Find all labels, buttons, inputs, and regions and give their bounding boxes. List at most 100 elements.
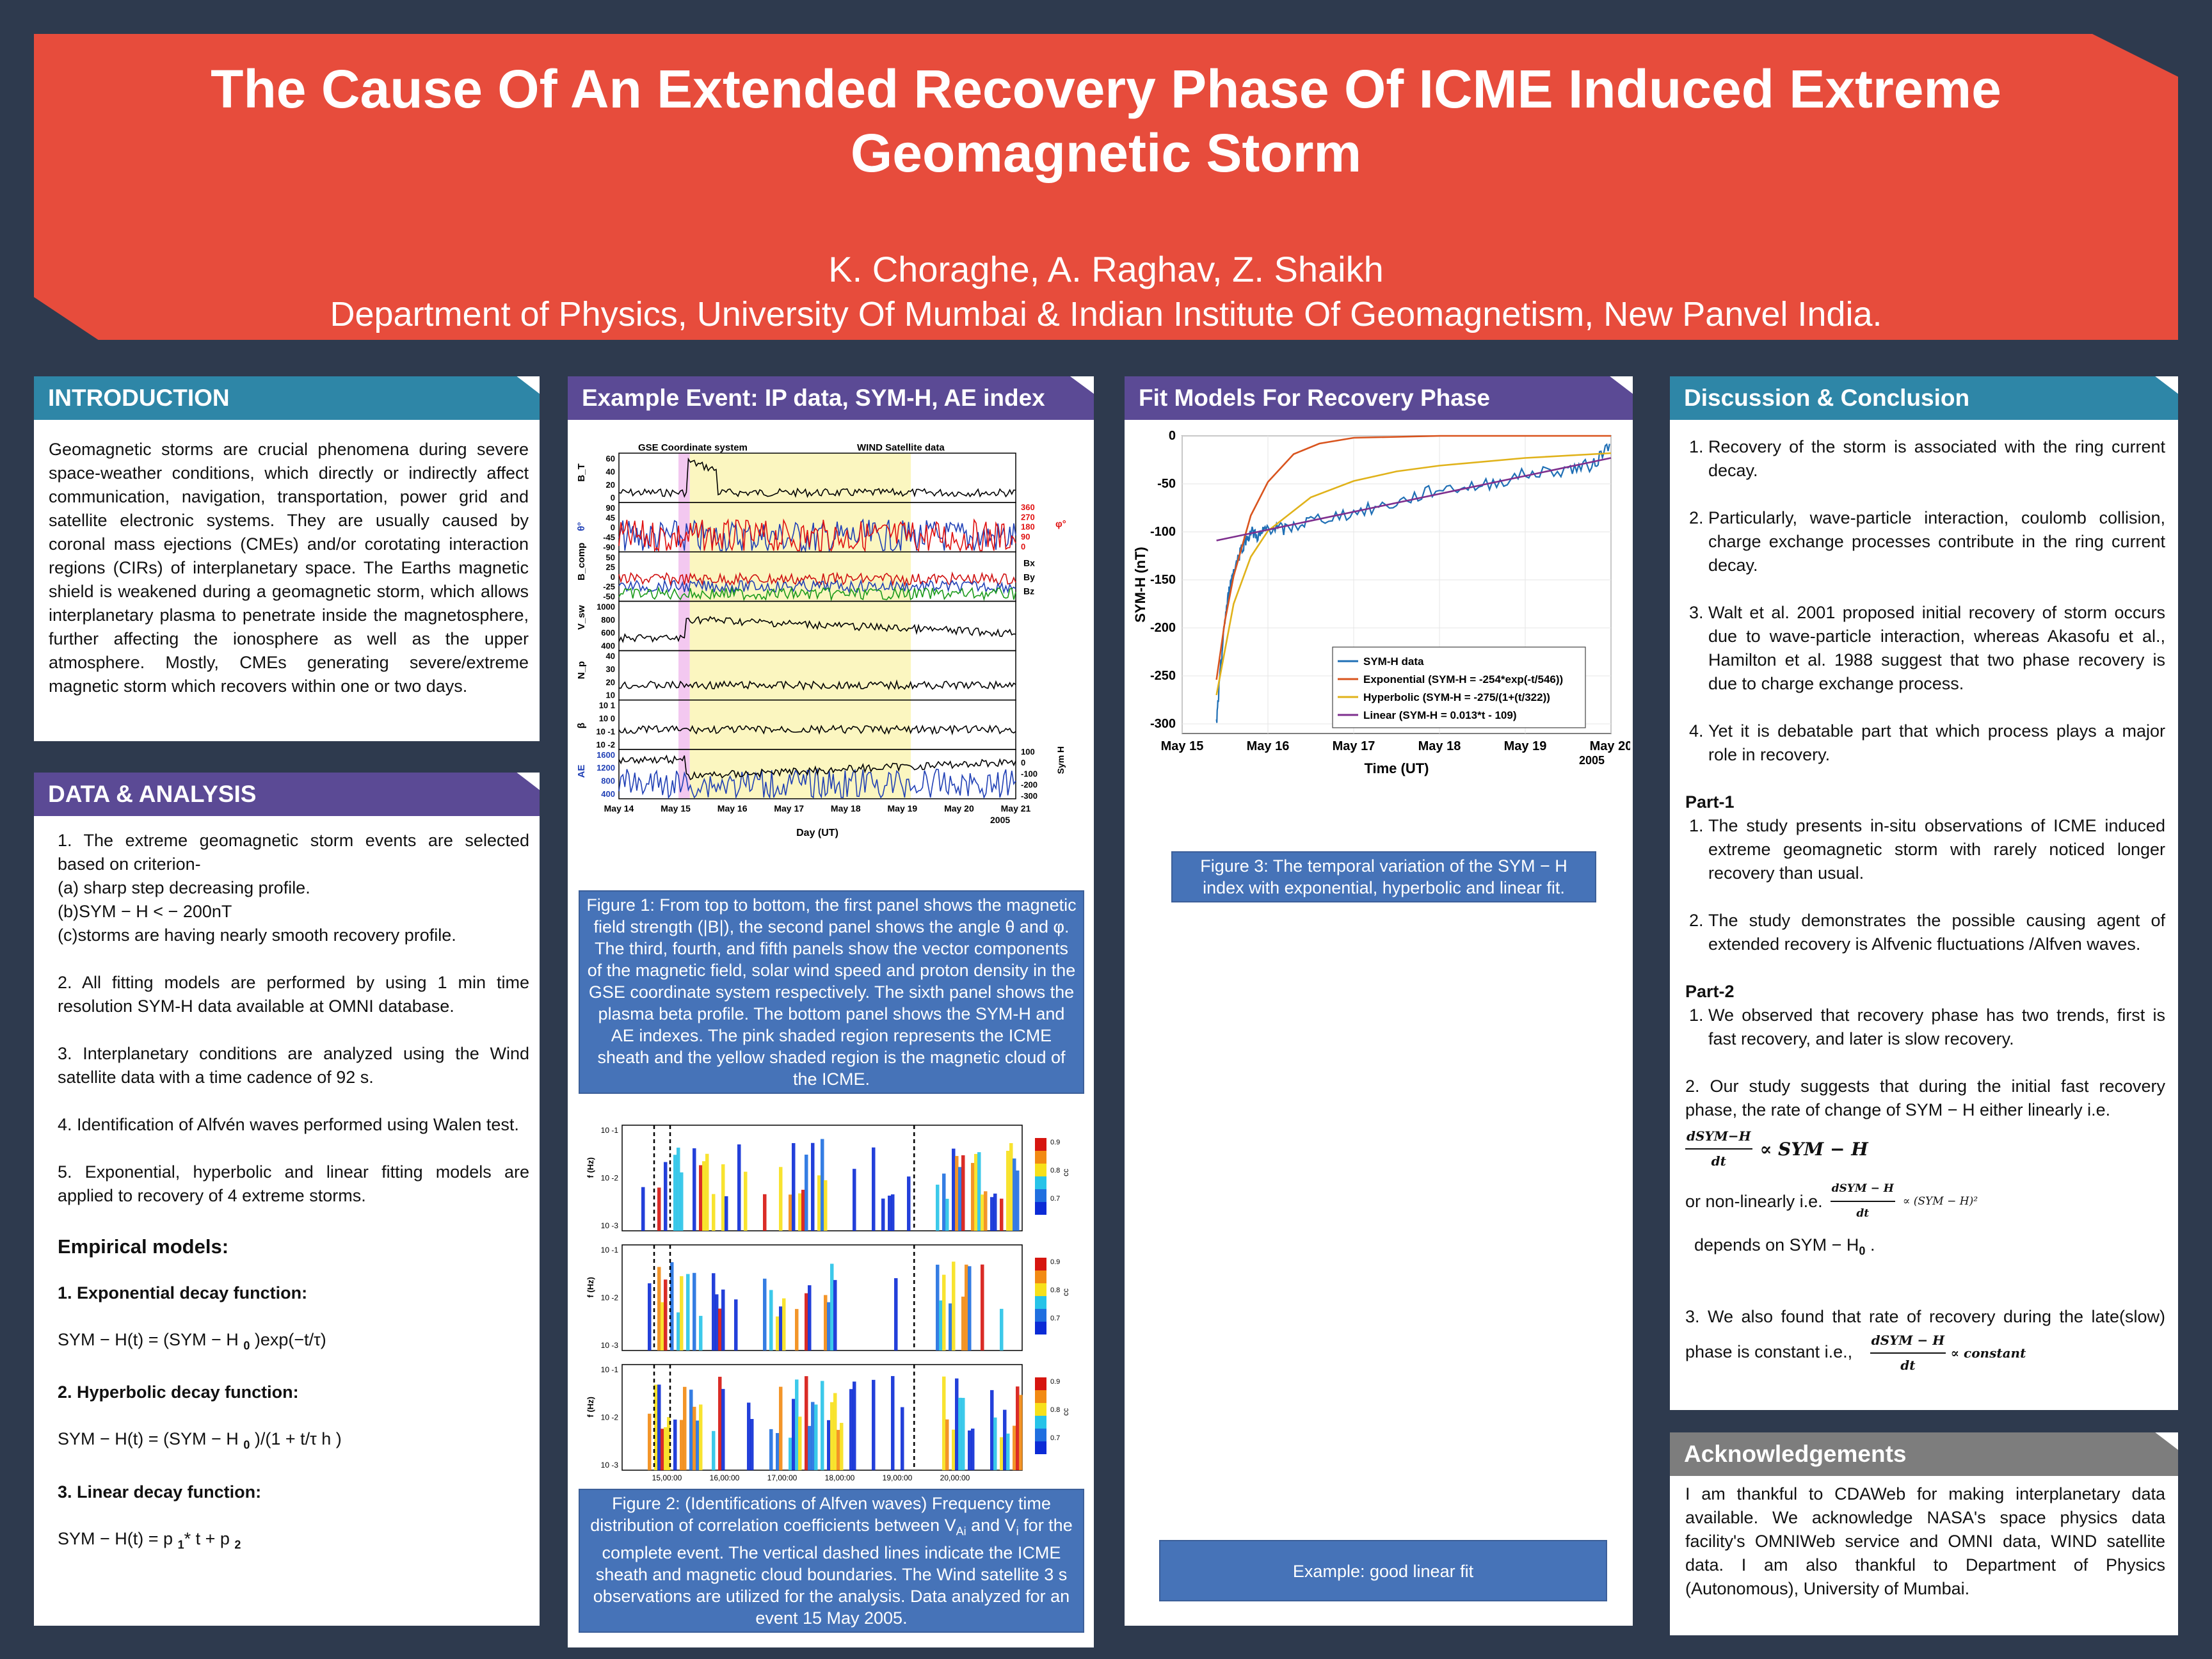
fig2-cbar-tick: 0.7 — [1050, 1434, 1060, 1442]
model-2-title: 2. Hyperbolic decay function: — [58, 1382, 299, 1402]
fig2-cbar-tick: 0.8 — [1050, 1286, 1060, 1294]
fig2-spectrogram-cell — [958, 1397, 962, 1470]
fig2-spectrogram-cell — [907, 1176, 911, 1231]
fig2-spectrogram-cell — [673, 1419, 677, 1470]
good-linear-fit-caption: Example: good linear fit — [1159, 1540, 1607, 1601]
introduction-panel: INTRODUCTION Geomagnetic storms are cruc… — [34, 376, 540, 741]
fig2-spectrogram-cell — [657, 1267, 661, 1350]
data-analysis-panel: DATA & ANALYSIS 1. The extreme geomagnet… — [34, 773, 540, 1626]
fig2-spectrogram-cell — [936, 1264, 940, 1350]
criterion-b: (b)SYM − H < − 200nT — [58, 902, 232, 921]
fig2-spectrogram-cell — [648, 1413, 652, 1470]
fig2-spectrogram-cell — [792, 1142, 796, 1231]
fig2-spectrogram-cell — [952, 1429, 956, 1470]
fig2-spectrogram-cell — [955, 1378, 959, 1470]
part-2-list: We observed that recovery phase has two … — [1685, 1004, 2165, 1051]
fig1-phi-tick: 90 — [1021, 532, 1030, 541]
fig1-tick-label: 40 — [606, 652, 615, 661]
fig2-colorbar-cell — [1035, 1429, 1046, 1441]
fig2-spectrogram-cell — [696, 1420, 700, 1470]
fig2-spectrogram-cell — [993, 1193, 997, 1231]
data-analysis-body: 1. The extreme geomagnetic storm events … — [58, 829, 529, 1557]
fig2-spectrogram-cell — [1013, 1158, 1016, 1231]
fig1-trace — [618, 616, 1016, 643]
fig2-spectrogram-cell — [965, 1264, 968, 1350]
fig2-ytick: 10 -2 — [601, 1174, 619, 1183]
fig2-spectrogram-cell — [801, 1189, 805, 1231]
fig2-spectrogram-cell — [936, 1184, 940, 1231]
fig2-spectrogram-cell — [827, 1420, 831, 1470]
fig2-spectrogram-cell — [837, 1430, 840, 1470]
fig1-xlabel: Day (UT) — [796, 828, 838, 838]
fig3-xtick: May 15 — [1161, 739, 1204, 753]
fig2-colorbar-cell — [1035, 1403, 1046, 1416]
fig3-xtick: May 17 — [1333, 739, 1375, 753]
figure-1-plot: GSE Coordinate system WIND Satellite data… — [574, 435, 1086, 851]
fig2-colorbar-cell — [1035, 1189, 1046, 1202]
fig1-trace — [618, 724, 1016, 736]
fig2-colorbar-cell — [1035, 1390, 1046, 1403]
fig2-ytick: 10 -3 — [601, 1341, 619, 1350]
fig2-spectrogram-cell — [805, 1376, 808, 1470]
fig1-trace — [618, 579, 1016, 595]
fig2-spectrogram-cell — [699, 1404, 703, 1470]
fig3-ylabel: SYM-H (nT) — [1132, 547, 1148, 623]
fig3-ytick: 0 — [1169, 429, 1176, 443]
fig2-spectrogram-cell — [830, 1263, 834, 1350]
introduction-heading: INTRODUCTION — [34, 376, 540, 420]
fig2-spectrogram-cell — [990, 1390, 994, 1470]
fig2-spectrogram-cell — [689, 1390, 693, 1470]
model-3-title: 3. Linear decay function: — [58, 1482, 262, 1502]
fig2-spectrogram-cell — [776, 1316, 780, 1350]
authors: K. Choraghe, A. Raghav, Z. Shaikh — [828, 249, 1384, 289]
fig1-tick-label: 600 — [601, 628, 615, 637]
fig2-colorbar-cell — [1035, 1176, 1046, 1189]
fig2-spectrogram-cell — [1003, 1409, 1007, 1470]
fig2-cbar-label: cc — [1061, 1288, 1070, 1296]
fig2-spectrogram-cell — [968, 1266, 972, 1350]
fig2-spectrogram-cell — [763, 1278, 767, 1350]
criterion-text: 1. The extreme geomagnetic storm events … — [58, 831, 529, 874]
fig2-spectrogram-cell — [712, 1431, 716, 1470]
fig3-ytick: -50 — [1157, 477, 1176, 491]
fig2-xtick: 18,00:00 — [825, 1473, 855, 1482]
fig1-tick-label: 25 — [606, 563, 615, 572]
fig3-legend-label: SYM-H data — [1363, 655, 1424, 668]
fig2-spectrogram-cell — [824, 1180, 828, 1231]
fig2-colorbar-cell — [1035, 1441, 1046, 1454]
criterion-c: (c)storms are having nearly smooth recov… — [58, 926, 456, 945]
fig2-spectrogram-cell — [747, 1402, 751, 1470]
discussion-heading: Discussion & Conclusion — [1670, 376, 2178, 420]
fig3-xlabel: Time (UT) — [1364, 760, 1429, 776]
fig2-spectrogram-cell — [693, 1272, 696, 1350]
fig2-spectrogram-cell — [955, 1156, 959, 1231]
fig2-spectrogram-cell — [1019, 1395, 1023, 1470]
fig2-spectrogram-cell — [961, 1296, 965, 1350]
fig1-b-legend: Bx — [1023, 557, 1035, 568]
fig2-cbar-tick: 0.7 — [1050, 1195, 1060, 1203]
fig2-spectrogram-cell — [661, 1429, 664, 1470]
model-3-equation: SYM − H(t) = p 1* t + p 2 — [58, 1528, 241, 1551]
fig2-spectrogram-cell — [1006, 1150, 1010, 1231]
fig2-spectrogram-cell — [939, 1300, 943, 1350]
fig1-day-tick: May 21 — [1001, 803, 1031, 813]
fig2-spectrogram-cell — [664, 1162, 668, 1231]
fig1-panel-frame — [618, 749, 1016, 799]
fig2-colorbar-cell — [1035, 1296, 1046, 1309]
fig2-xtick: 16,00:00 — [710, 1473, 740, 1482]
fig2-spectrogram-cell — [808, 1285, 812, 1350]
fig1-trace — [618, 457, 1016, 499]
fig2-spectrogram-cell — [715, 1294, 719, 1350]
acknowledgements-panel: Acknowledgements I am thankful to CDAWeb… — [1670, 1432, 2178, 1635]
fig1-panel-label: B_comp — [576, 543, 587, 581]
fig2-spectrogram-cell — [657, 1187, 661, 1231]
fig1-phi-tick: 180 — [1021, 522, 1035, 532]
fig2-spectrogram-cell — [680, 1420, 684, 1470]
fig2-spectrogram-cell — [744, 1171, 748, 1231]
fig2-cbar-label: cc — [1061, 1408, 1070, 1416]
list-item: Walt et al. 2001 proposed initial recove… — [1708, 601, 2165, 696]
fig1-left-label: GSE Coordinate system — [638, 442, 748, 453]
fig2-spectrogram-cell — [789, 1194, 792, 1231]
fig3-series-line — [1215, 452, 1612, 696]
fig2-spectrogram-cell — [718, 1377, 722, 1470]
